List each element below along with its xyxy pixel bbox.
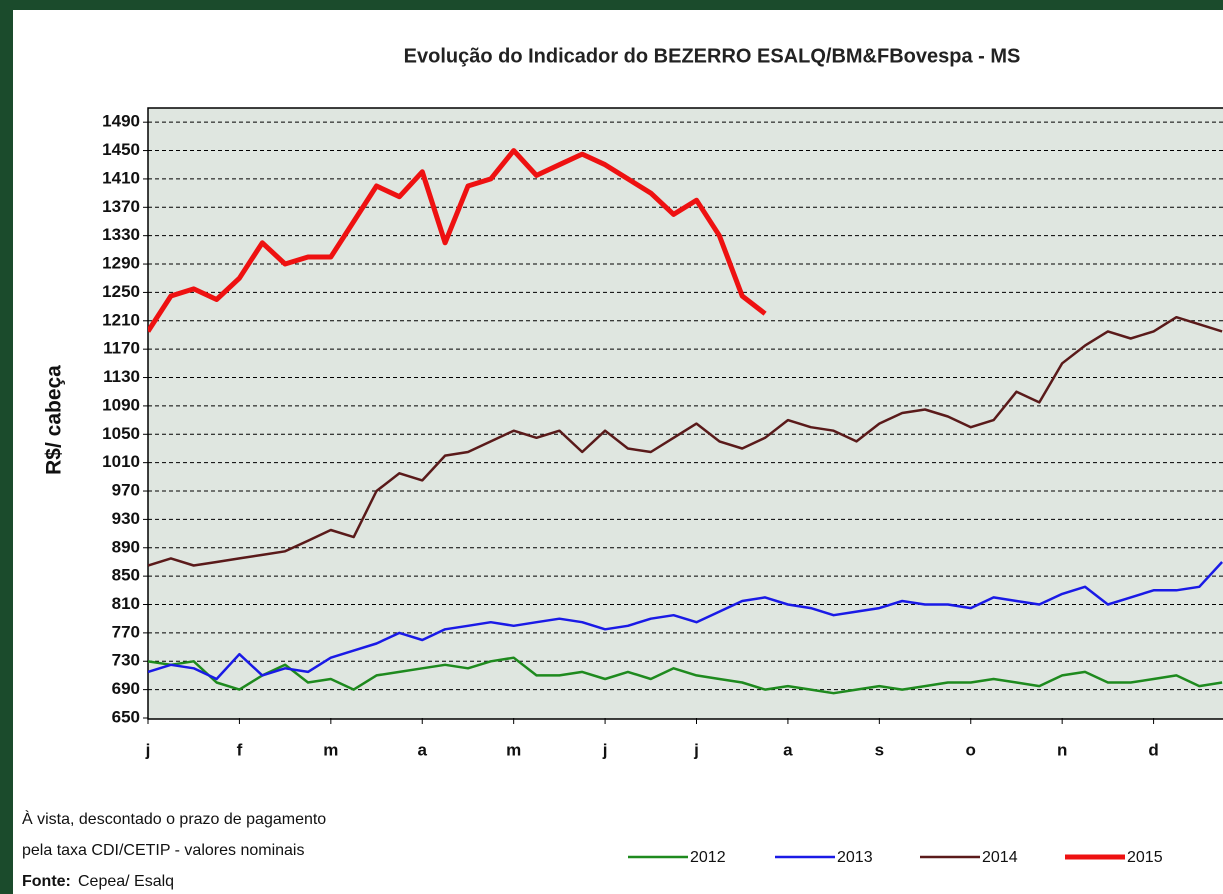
series-line	[148, 315, 1223, 567]
x-tick-label: m	[506, 740, 521, 759]
y-tick-label: 1130	[103, 367, 140, 386]
chart-title: Evolução do Indicador do BEZERRO ESALQ/B…	[404, 45, 1021, 67]
y-tick-label: 1370	[102, 197, 140, 216]
x-tick-label: o	[966, 740, 976, 759]
y-tick-label: 890	[112, 537, 140, 556]
legend-label: 2015	[1127, 849, 1163, 866]
y-tick-label: 650	[112, 707, 140, 726]
y-tick-label: 690	[112, 679, 140, 698]
y-tick-label: 1290	[102, 254, 140, 273]
x-tick-label: f	[237, 740, 243, 759]
y-tick-label: 1250	[102, 282, 140, 301]
y-tick-label: 850	[112, 566, 140, 585]
y-tick-label: 1170	[103, 339, 140, 358]
y-tick-label: 1330	[102, 225, 140, 244]
x-tick-label: d	[1148, 740, 1158, 759]
y-tick-label: 1210	[102, 310, 140, 329]
x-tick-label: m	[323, 740, 338, 759]
x-tick-label: a	[418, 740, 428, 759]
note: pela taxa CDI/CETIP - valores nominais	[22, 842, 304, 859]
x-tick-label: j	[693, 740, 699, 759]
series-line	[148, 561, 1223, 681]
series-line	[148, 656, 1223, 695]
y-tick-label: 730	[112, 651, 140, 670]
y-tick-label: 1450	[102, 140, 140, 159]
y-tick-label: 930	[112, 509, 140, 528]
x-tick-label: s	[875, 740, 884, 759]
legend-label: 2013	[837, 849, 873, 866]
source-label: Fonte:	[22, 873, 71, 890]
source-text: Cepea/ Esalq	[78, 873, 174, 890]
x-tick-label: n	[1057, 740, 1067, 759]
legend-label: 2014	[982, 849, 1018, 866]
legend-label: 2012	[690, 849, 726, 866]
plot-area	[147, 107, 1223, 720]
y-tick-label: 1490	[102, 112, 140, 131]
y-tick-label: 770	[112, 622, 140, 641]
y-axis-label: R$/ cabeça	[43, 365, 66, 475]
y-tick-label: 1410	[102, 168, 140, 187]
y-tick-label: 810	[112, 594, 140, 613]
y-tick-label: 970	[112, 481, 140, 500]
series-layer	[148, 148, 1223, 695]
series-line	[148, 148, 767, 333]
note: À vista, descontado o prazo de pagamento	[22, 809, 326, 828]
y-tick-label: 1010	[102, 452, 140, 471]
y-tick-label: 1050	[102, 424, 140, 443]
x-tick-label: j	[602, 740, 608, 759]
y-tick-label: 1090	[102, 395, 140, 414]
x-tick-label: j	[145, 740, 151, 759]
x-tick-label: a	[783, 740, 793, 759]
